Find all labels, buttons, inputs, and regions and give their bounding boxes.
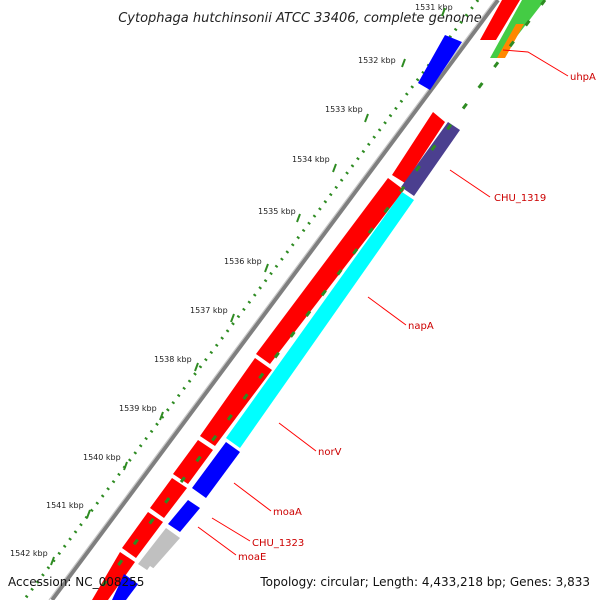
kbp-tick-mark	[332, 163, 337, 173]
reverse-cds-moaA	[192, 442, 240, 498]
forward-cds-7	[92, 552, 135, 600]
kbp-tick-label: 1539 kbp	[119, 404, 157, 413]
kbp-tick-mark	[264, 263, 269, 273]
genome-summary-text: Topology: circular; Length: 4,433,218 bp…	[259, 575, 590, 589]
gene-leader-line	[233, 482, 272, 512]
kbp-tick-mark	[441, 7, 446, 17]
kbp-tick-label: 1540 kbp	[83, 453, 121, 462]
forward-cds-3	[200, 358, 272, 446]
gene-leader-line	[367, 296, 407, 326]
grey-feature	[138, 528, 180, 572]
kbp-tick-label: 1542 kbp	[10, 549, 48, 558]
kbp-tick-label: 1534 kbp	[292, 155, 330, 164]
kbp-tick-mark	[230, 313, 235, 323]
reverse-cds-moaE	[112, 574, 138, 600]
genome-title: Cytophaga hutchinsonii ATCC 33406, compl…	[118, 11, 482, 26]
gene-leader-line	[197, 526, 237, 556]
kbp-tick-mark	[159, 411, 164, 421]
gene-leader-line	[449, 169, 491, 198]
gene-label[interactable]: napA	[408, 321, 434, 332]
gene-leader-line	[502, 49, 569, 77]
gene-label[interactable]: moaA	[273, 507, 302, 518]
kbp-tick-label: 1531 kbp	[415, 3, 453, 12]
kbp-tick-label: 1535 kbp	[258, 207, 296, 216]
forward-cds-top-1	[480, 0, 520, 40]
chu-1319-feature	[401, 122, 460, 196]
backbone-line	[50, 0, 500, 600]
kbp-tick-mark	[296, 213, 301, 223]
kbp-tick-label: 1532 kbp	[358, 56, 396, 65]
forward-cds-6	[122, 512, 163, 558]
forward-cds-1	[392, 112, 445, 183]
white-gap-feature	[126, 566, 162, 600]
gene-label[interactable]: moaE	[238, 552, 266, 563]
kbp-tick-mark	[194, 362, 199, 372]
gene-label[interactable]: CHU_1319	[494, 193, 546, 204]
napA-feature	[226, 192, 414, 448]
inner-dashed-ring	[90, 0, 547, 600]
backbone-highlight	[48, 0, 496, 600]
kbp-tick-mark	[50, 556, 55, 566]
gene-label[interactable]: uhpA	[570, 72, 596, 83]
kbp-tick-mark	[364, 113, 369, 123]
forward-cds-4	[173, 440, 213, 484]
kbp-tick-label: 1533 kbp	[325, 105, 363, 114]
kbp-tick-label: 1536 kbp	[224, 257, 262, 266]
genome-backbone	[48, 0, 500, 600]
kbp-tick-mark	[86, 509, 91, 519]
kbp-tick-mark	[401, 58, 406, 68]
kbp-tick-label: 1537 kbp	[190, 306, 228, 315]
outer-dotted-ring	[22, 0, 480, 600]
scale-ring	[22, 0, 480, 600]
accession-text: Accession: NC_008255	[8, 575, 144, 589]
reverse-cds-chu-1323	[168, 500, 200, 532]
gene-label[interactable]: CHU_1323	[252, 538, 304, 549]
uhpA-orange-feature	[497, 24, 524, 58]
reverse-cds-top	[418, 35, 462, 90]
gene-leader-line	[211, 517, 251, 542]
kbp-tick-label: 1541 kbp	[46, 501, 84, 510]
kbp-tick-mark	[123, 461, 128, 471]
gene-label[interactable]: norV	[318, 447, 342, 458]
kbp-tick-labels: 1531 kbp 1532 kbp 1533 kbp 1534 kbp 1535 kbp…	[10, 3, 453, 566]
forward-cds-2	[256, 178, 404, 364]
gene-labels: uhpA CHU_1319 napA norV moaA CHU_1323 moaE	[197, 49, 596, 563]
gene-leader-line	[278, 422, 317, 452]
kbp-tick-label: 1538 kbp	[154, 355, 192, 364]
